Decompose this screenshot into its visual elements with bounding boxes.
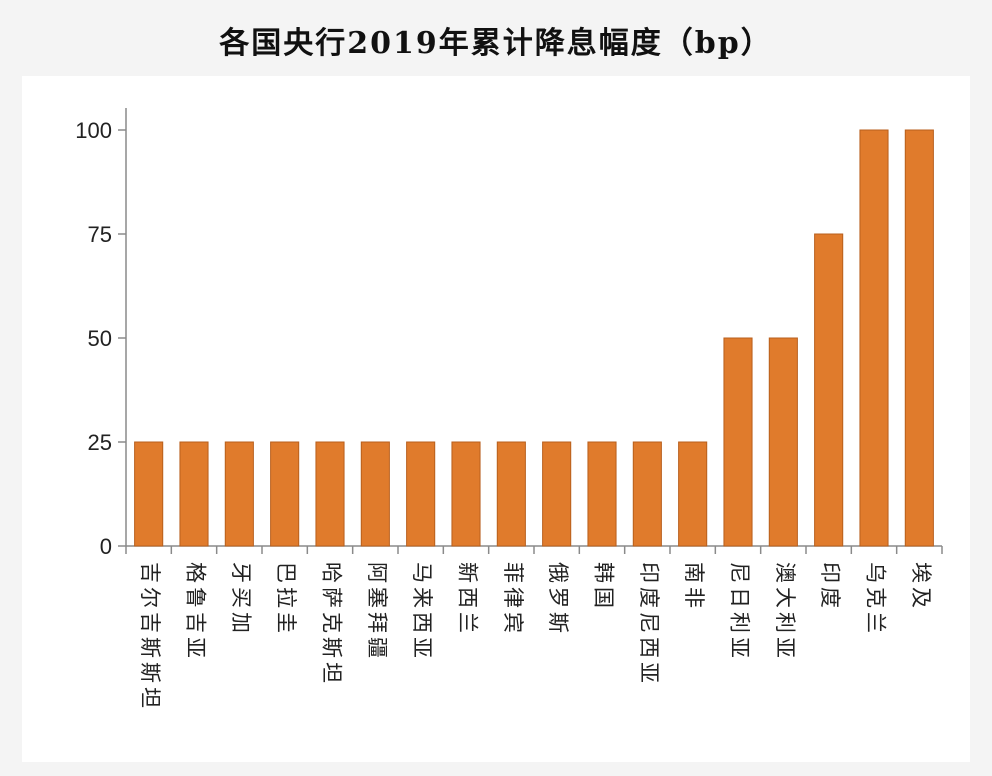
x-tick-label: 格鲁吉亚: [184, 562, 208, 662]
bar: [587, 441, 617, 547]
y-tick-label: 0: [100, 534, 112, 559]
x-tick-label: 俄罗斯: [546, 562, 570, 637]
x-tick-label: 新西兰: [456, 562, 480, 637]
y-tick-label: 50: [88, 326, 112, 351]
bar: [723, 337, 753, 547]
bar: [406, 441, 436, 547]
bar: [270, 441, 300, 547]
chart-panel: [22, 76, 970, 762]
x-tick-label: 哈萨克斯坦: [320, 562, 344, 687]
bar: [814, 233, 844, 547]
y-tick-label: 25: [88, 430, 112, 455]
bar: [224, 441, 254, 547]
x-tick-label: 巴拉圭: [274, 562, 298, 637]
bar: [360, 441, 390, 547]
bar: [632, 441, 662, 547]
x-tick-label: 澳大利亚: [773, 562, 797, 662]
x-tick-label: 牙买加: [229, 562, 253, 637]
bar: [134, 441, 164, 547]
bar: [496, 441, 526, 547]
bar: [451, 441, 481, 547]
bar: [904, 129, 934, 547]
bar: [678, 441, 708, 547]
x-tick-label: 韩国: [592, 562, 616, 612]
chart-title: 各国央行2019年累计降息幅度（bp）: [219, 26, 773, 61]
x-tick-label: 马来西亚: [410, 562, 434, 662]
x-tick-label: 印度: [818, 562, 842, 612]
y-tick-label: 100: [75, 118, 112, 143]
x-tick-label: 尼日利亚: [728, 562, 752, 662]
bar: [859, 129, 889, 547]
bar: [315, 441, 345, 547]
x-tick-label: 吉尔吉斯斯坦: [138, 562, 162, 712]
x-tick-label: 菲律宾: [501, 562, 525, 637]
x-tick-label: 阿塞拜疆: [365, 562, 389, 662]
y-tick-label: 75: [88, 222, 112, 247]
x-tick-label: 印度尼西亚: [637, 562, 661, 687]
x-tick-label: 埃及: [909, 562, 933, 612]
bar: [179, 441, 209, 547]
bar: [768, 337, 798, 547]
bar: [542, 441, 572, 547]
x-tick-label: 南非: [682, 562, 706, 612]
x-tick-label: 乌克兰: [864, 562, 888, 637]
